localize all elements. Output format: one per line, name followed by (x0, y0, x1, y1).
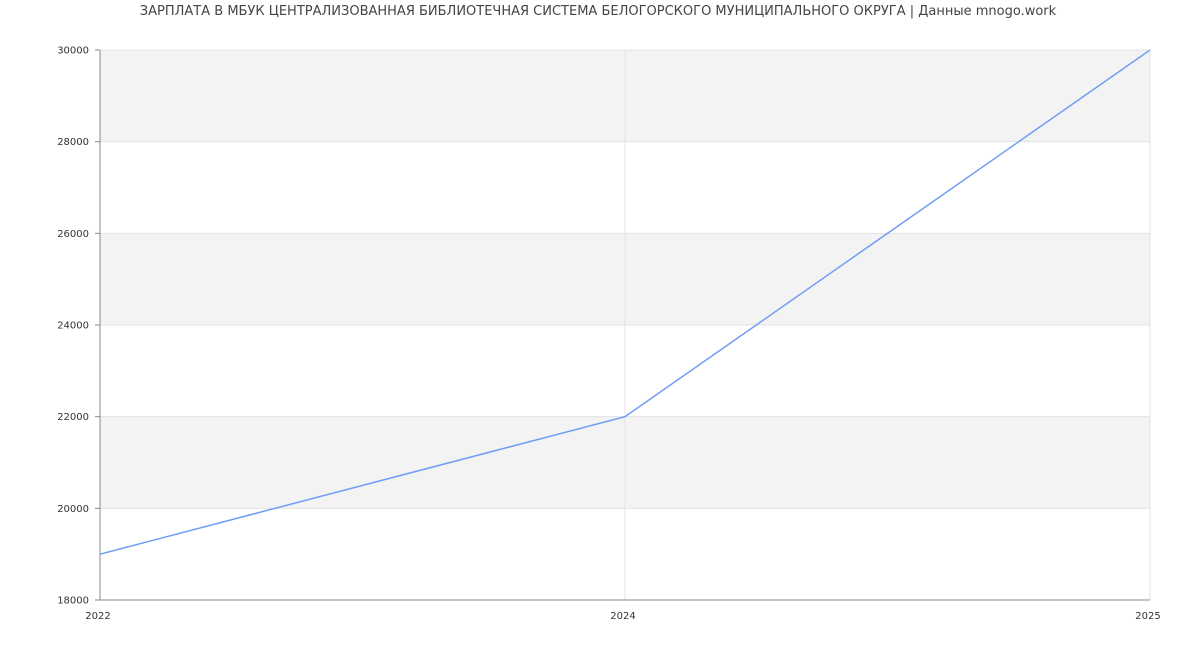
y-tick-label: 24000 (57, 321, 89, 332)
y-tick-label: 20000 (57, 504, 89, 515)
y-tick-label: 26000 (57, 229, 89, 240)
y-tick-label: 30000 (57, 46, 89, 57)
x-tick-label: 2025 (1135, 611, 1160, 622)
y-tick-label: 22000 (57, 412, 89, 423)
x-tick-label: 2022 (85, 611, 110, 622)
y-tick-label: 28000 (57, 137, 89, 148)
x-tick-label: 2024 (610, 611, 635, 622)
y-tick-label: 18000 (57, 596, 89, 607)
chart-title: ЗАРПЛАТА В МБУК ЦЕНТРАЛИЗОВАННАЯ БИБЛИОТ… (139, 4, 1057, 19)
